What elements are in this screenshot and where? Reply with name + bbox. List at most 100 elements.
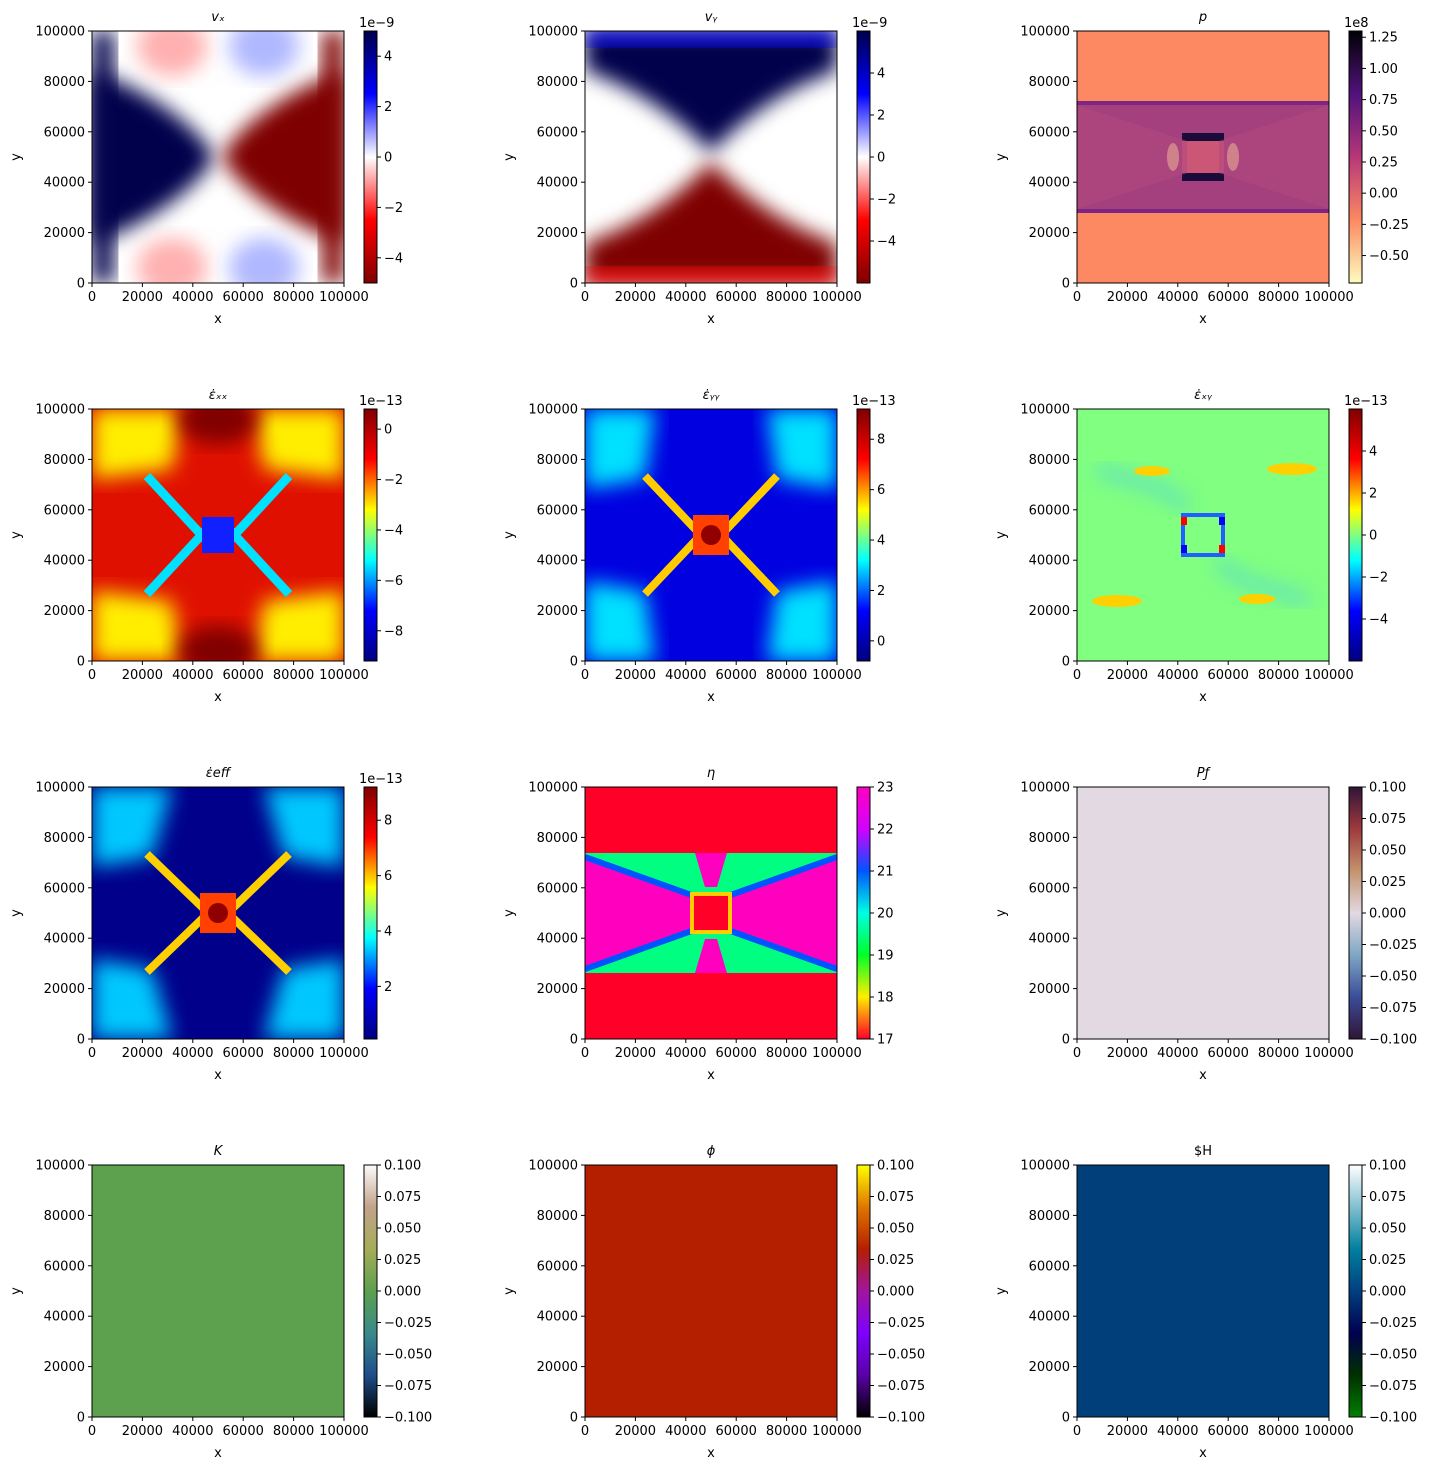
heatmap-panel-eta: η 0 20000 40000 60000 80000 100000 x 0 20000 40000… <box>502 766 894 1083</box>
x-axis-label: x <box>707 1446 715 1461</box>
x-tick-label: 60000 <box>1208 290 1249 305</box>
axes-frame <box>91 30 345 284</box>
colorbar-tick-label: 2 <box>384 980 392 995</box>
y-tick-label: 0 <box>570 655 578 670</box>
y-tick-label: 20000 <box>44 604 85 619</box>
x-tick-label: 0 <box>581 290 589 305</box>
x-axis-label: x <box>1199 1068 1207 1083</box>
colorbar-tick-label: 0.000 <box>384 1285 421 1300</box>
y-axis-label: y <box>994 909 1009 917</box>
y-tick-label: 60000 <box>44 881 85 896</box>
colorbar-tick-label: −0.075 <box>384 1379 432 1394</box>
colorbar-tick-label: 0 <box>877 634 885 649</box>
y-tick-label: 20000 <box>44 1360 85 1375</box>
x-tick-label: 100000 <box>812 290 862 305</box>
y-tick-label: 80000 <box>1029 453 1070 468</box>
x-tick-label: 80000 <box>273 290 314 305</box>
y-tick-label: 0 <box>570 1033 578 1048</box>
colorbar-tick-label: 0.100 <box>384 1159 421 1174</box>
x-tick-label: 40000 <box>665 668 706 683</box>
y-tick-label: 20000 <box>537 604 578 619</box>
y-tick-label: 80000 <box>537 831 578 846</box>
x-axis-label: x <box>707 1068 715 1083</box>
colorbar-tick-label: −0.25 <box>1369 218 1409 233</box>
heatmap-image-K <box>92 1165 344 1417</box>
x-tick-label: 20000 <box>615 1424 656 1439</box>
y-tick-label: 20000 <box>44 982 85 997</box>
axes-frame <box>91 408 345 662</box>
x-tick-label: 60000 <box>1208 1424 1249 1439</box>
panel-title: ε̇ₓᵧ <box>1194 388 1213 403</box>
x-tick-label: 20000 <box>122 1424 163 1439</box>
colorbar-tick-label: 4 <box>384 50 392 65</box>
panel-title: Pƒ <box>1197 766 1212 781</box>
y-tick-label: 100000 <box>528 1159 578 1174</box>
axes-frame <box>91 786 345 1040</box>
y-tick-label: 40000 <box>44 554 85 569</box>
colorbar-tick-label: −0.025 <box>877 1316 925 1331</box>
y-tick-label: 0 <box>1062 277 1070 292</box>
x-tick-label: 60000 <box>223 668 264 683</box>
heatmap-panel-H: $H 0 20000 40000 60000 80000 100000 x 0 20000 4000… <box>994 1144 1417 1461</box>
y-tick-label: 80000 <box>537 1209 578 1224</box>
x-tick-label: 0 <box>88 290 96 305</box>
x-tick-label: 20000 <box>615 1046 656 1061</box>
x-tick-label: 60000 <box>1208 1046 1249 1061</box>
colorbar <box>1348 786 1363 1040</box>
colorbar-tick-label: −0.025 <box>384 1316 432 1331</box>
y-tick-label: 60000 <box>1029 125 1070 140</box>
y-tick-label: 0 <box>1062 1411 1070 1426</box>
x-axis-label: x <box>214 312 222 327</box>
y-tick-label: 40000 <box>1029 554 1070 569</box>
x-tick-label: 20000 <box>1107 668 1148 683</box>
colorbar-tick-label: 0.050 <box>1369 1222 1406 1237</box>
heatmap-image-vy <box>585 31 837 283</box>
colorbar <box>363 1164 378 1418</box>
panel-title: ϕ <box>707 1144 716 1159</box>
colorbar-tick-label: 19 <box>877 949 894 964</box>
x-tick-label: 0 <box>581 1046 589 1061</box>
y-tick-label: 100000 <box>1020 781 1070 796</box>
colorbar-tick-label: 1.00 <box>1369 62 1398 77</box>
y-tick-label: 40000 <box>1029 176 1070 191</box>
y-tick-label: 80000 <box>1029 831 1070 846</box>
x-axis-label: x <box>707 690 715 705</box>
heatmap-panel-p: p 0 20000 40000 60000 80000 100000 x 0 20000 40000… <box>994 10 1409 327</box>
panel-title: p <box>1198 10 1207 25</box>
y-tick-label: 100000 <box>35 1159 85 1174</box>
axes-frame <box>584 786 838 1040</box>
heatmap-image-H <box>1077 1165 1329 1417</box>
colorbar-tick-label: 8 <box>384 814 392 829</box>
colorbar-tick-label: −0.100 <box>877 1411 925 1426</box>
y-tick-label: 100000 <box>1020 403 1070 418</box>
x-tick-label: 0 <box>581 1424 589 1439</box>
y-tick-label: 60000 <box>44 125 85 140</box>
colorbar-tick-label: 0.00 <box>1369 187 1398 202</box>
x-tick-label: 80000 <box>273 1424 314 1439</box>
x-tick-label: 100000 <box>812 1046 862 1061</box>
y-tick-label: 40000 <box>537 1310 578 1325</box>
y-tick-label: 80000 <box>44 1209 85 1224</box>
x-tick-label: 80000 <box>1258 1424 1299 1439</box>
y-tick-label: 80000 <box>537 453 578 468</box>
x-tick-label: 0 <box>1073 1424 1081 1439</box>
colorbar-tick-label: −4 <box>1369 613 1388 628</box>
y-tick-label: 80000 <box>537 75 578 90</box>
colorbar-tick-label: 0.075 <box>1369 812 1406 827</box>
heatmap-panel-pf: Pƒ 0 20000 40000 60000 80000 100000 x 0 20000 4000… <box>994 766 1417 1083</box>
x-tick-label: 20000 <box>1107 1424 1148 1439</box>
x-tick-label: 40000 <box>172 668 213 683</box>
y-tick-label: 40000 <box>1029 1310 1070 1325</box>
x-tick-label: 80000 <box>273 668 314 683</box>
colorbar <box>1348 1164 1363 1418</box>
colorbar-tick-label: 0.000 <box>1369 1285 1406 1300</box>
colorbar-tick-label: −2 <box>877 193 896 208</box>
colorbar-tick-label: 2 <box>877 584 885 599</box>
y-axis-label: y <box>9 153 24 161</box>
x-tick-label: 40000 <box>1157 1424 1198 1439</box>
heatmap-panel-phi: ϕ 0 20000 40000 60000 80000 100000 x 0 20000 40000… <box>502 1144 925 1461</box>
x-tick-label: 40000 <box>665 290 706 305</box>
y-tick-label: 40000 <box>537 932 578 947</box>
y-tick-label: 60000 <box>44 503 85 518</box>
x-tick-label: 60000 <box>223 1424 264 1439</box>
